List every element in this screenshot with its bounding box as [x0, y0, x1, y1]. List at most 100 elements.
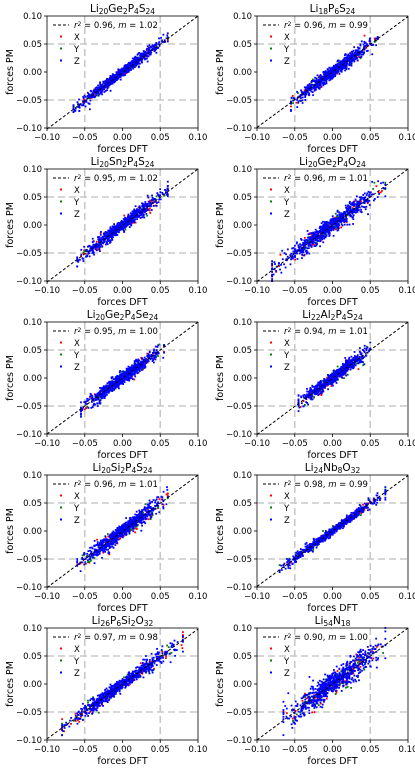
data-point-z	[127, 369, 130, 372]
data-point-z	[146, 203, 149, 205]
data-point-z	[136, 63, 139, 66]
data-point-z	[321, 229, 324, 232]
data-point-z	[358, 47, 361, 50]
data-point-z	[89, 395, 92, 398]
data-point-z	[314, 87, 317, 89]
data-point-z	[83, 245, 86, 248]
data-point-z	[98, 89, 101, 92]
data-point-z	[310, 90, 313, 93]
data-point-z	[112, 232, 115, 235]
data-point-z	[369, 191, 372, 194]
data-point-z	[98, 242, 101, 245]
data-point-y	[157, 355, 159, 357]
data-point-z	[376, 196, 379, 198]
data-point-z	[101, 84, 104, 87]
data-point-z	[127, 379, 129, 381]
data-point-z	[134, 55, 137, 58]
data-point-z	[142, 204, 145, 207]
data-point-z	[333, 73, 336, 76]
data-point-z	[76, 257, 79, 260]
data-point-z	[330, 229, 333, 232]
data-point-z	[126, 369, 128, 371]
data-point-z	[310, 81, 313, 83]
data-point-z	[154, 49, 156, 52]
data-point-z	[331, 226, 334, 229]
data-point-z	[349, 359, 352, 362]
data-point-z	[149, 358, 152, 361]
data-point-z	[117, 382, 120, 384]
data-point-z	[137, 371, 140, 374]
data-point-z	[96, 393, 99, 396]
data-point-z	[130, 214, 133, 217]
data-point-z	[136, 218, 138, 221]
data-point-z	[328, 72, 331, 74]
data-point-z	[344, 357, 347, 359]
data-point-z	[85, 99, 88, 102]
data-point-z	[364, 208, 367, 211]
legend-swatch-x	[270, 35, 272, 38]
data-point-z	[92, 95, 94, 97]
data-point-z	[85, 254, 88, 257]
data-point-z	[293, 255, 296, 258]
data-point-z	[133, 216, 136, 219]
data-point-z	[347, 53, 350, 56]
data-point-z	[338, 67, 341, 69]
data-point-z	[323, 230, 326, 233]
data-point-z	[112, 231, 115, 234]
data-point-z	[72, 105, 75, 108]
data-point-z	[131, 60, 134, 63]
data-point-z	[291, 255, 294, 258]
data-point-z	[351, 216, 354, 219]
data-point-x	[166, 39, 169, 42]
data-point-x	[123, 214, 126, 217]
data-point-z	[301, 99, 304, 102]
data-point-z	[301, 96, 304, 99]
x-tick-label: 0.10	[189, 439, 208, 449]
data-point-z	[126, 370, 129, 373]
data-point-z	[342, 65, 345, 68]
data-point-z	[89, 249, 91, 252]
data-point-z	[316, 234, 319, 236]
data-point-z	[337, 227, 340, 230]
data-point-z	[315, 243, 318, 246]
data-point-x	[313, 244, 316, 246]
data-point-z	[101, 93, 103, 96]
data-point-z	[328, 66, 331, 69]
data-point-z	[299, 99, 302, 102]
data-point-z	[147, 353, 150, 355]
data-point-z	[125, 374, 128, 377]
data-point-z	[113, 381, 115, 384]
data-point-z	[271, 278, 273, 280]
data-point-z	[129, 217, 132, 220]
data-point-x	[311, 243, 314, 246]
data-point-z	[320, 77, 322, 79]
data-point-z	[103, 91, 106, 93]
data-point-z	[112, 230, 115, 232]
data-point-z	[102, 395, 105, 398]
legend-label-z: Z	[74, 210, 80, 220]
data-point-z	[352, 218, 355, 221]
data-point-z	[384, 187, 387, 190]
x-tick-label: −0.10	[244, 133, 270, 143]
data-point-z	[138, 62, 141, 65]
data-point-z	[360, 208, 363, 211]
data-point-z	[89, 108, 91, 111]
data-point-z	[130, 377, 133, 379]
data-point-z	[132, 67, 135, 70]
data-point-z	[331, 215, 334, 218]
data-point-z	[344, 62, 347, 65]
data-point-z	[125, 64, 128, 67]
data-point-z	[89, 245, 92, 248]
data-point-z	[109, 231, 112, 233]
data-point-z	[111, 233, 114, 236]
data-point-z	[324, 233, 327, 236]
data-point-z	[116, 383, 119, 386]
data-point-z	[152, 205, 155, 207]
data-point-z	[122, 224, 124, 227]
data-point-x	[360, 200, 362, 203]
data-point-x	[278, 265, 280, 268]
data-point-z	[330, 227, 333, 230]
legend-label-x: X	[74, 33, 80, 43]
data-point-z	[359, 44, 362, 47]
data-point-z	[347, 213, 350, 215]
